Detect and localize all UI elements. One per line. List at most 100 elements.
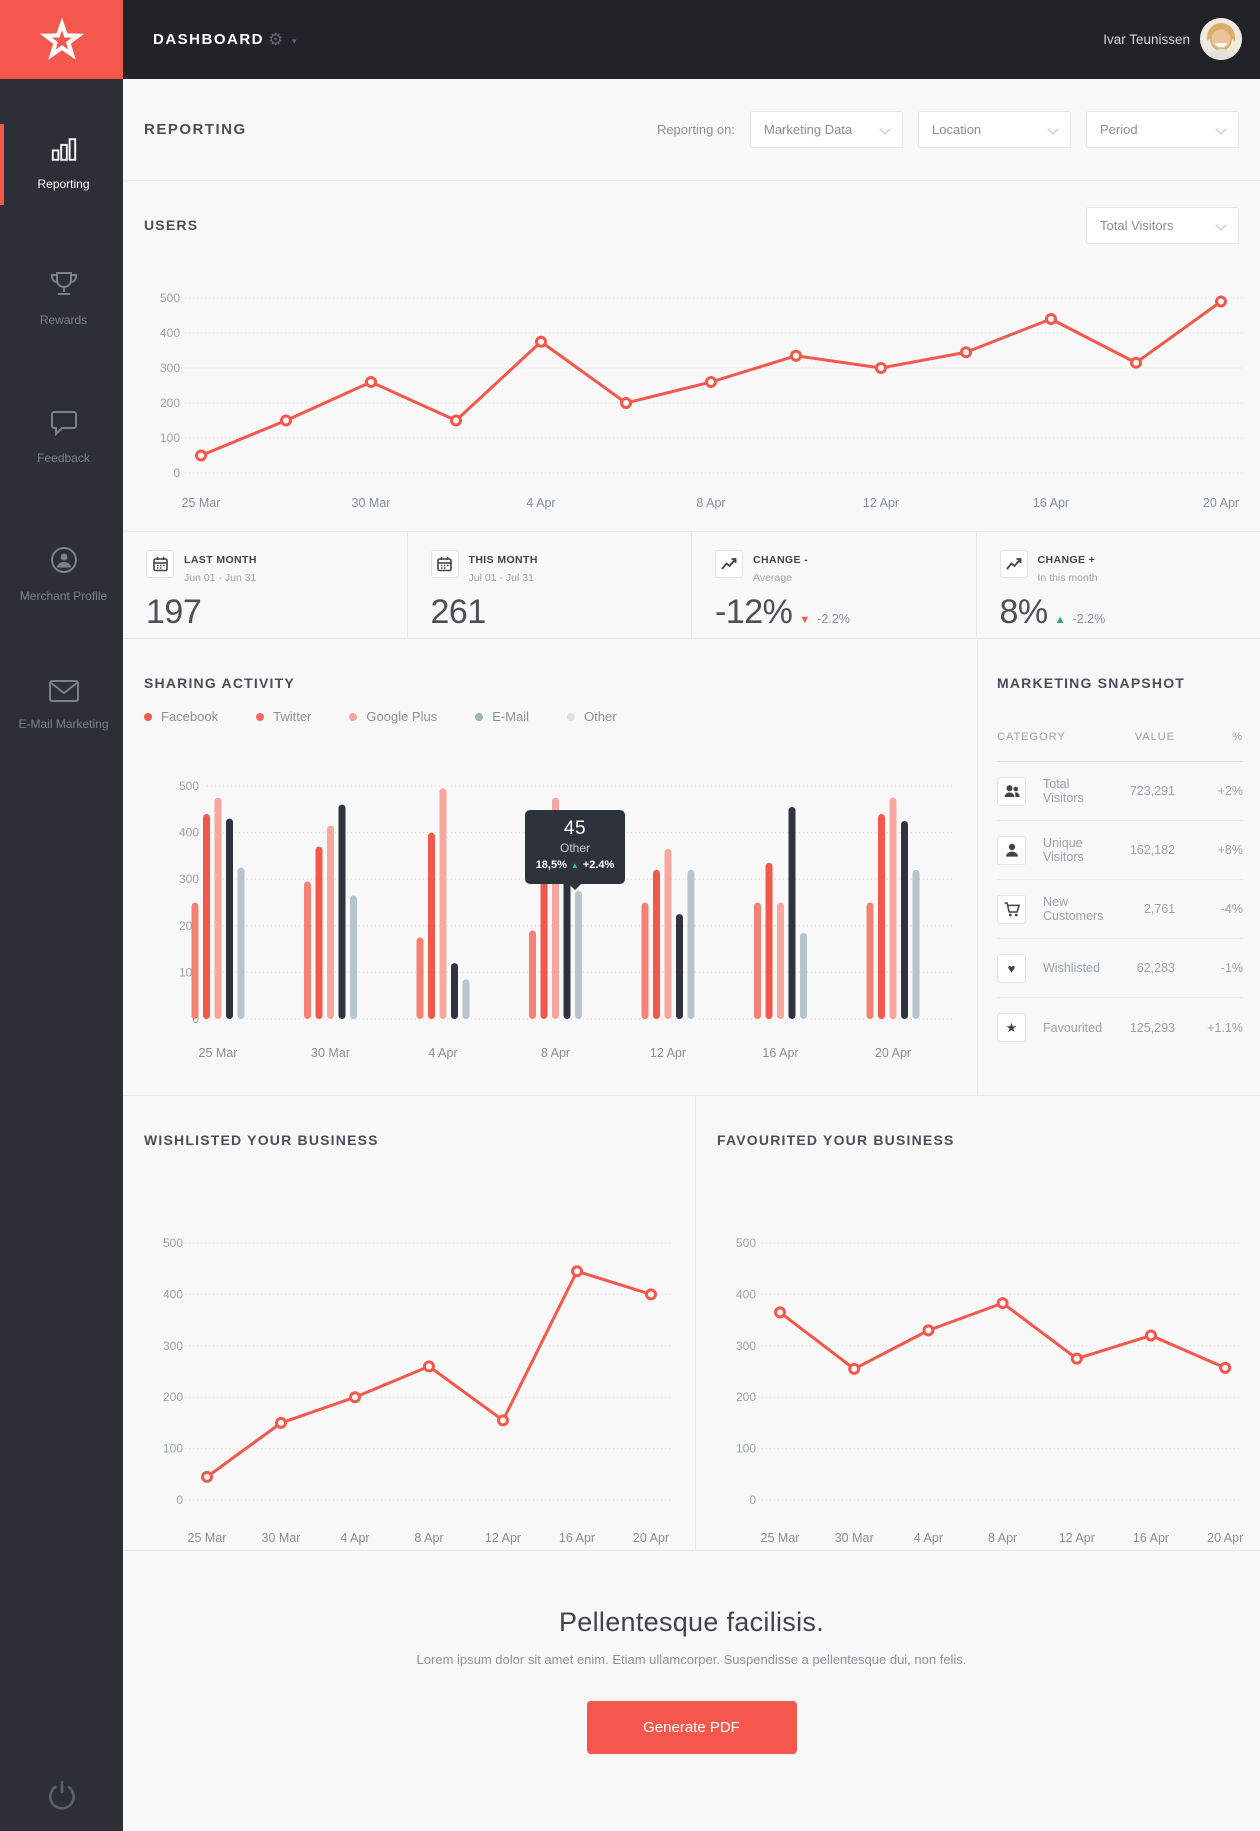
sidebar-item-merchant-profile[interactable]: Merchant Profile [0, 533, 123, 617]
chevron-down-icon[interactable]: ▾ [292, 36, 297, 46]
svg-text:16 Apr: 16 Apr [1133, 1531, 1169, 1545]
user-name[interactable]: Ivar Teunissen [1103, 32, 1190, 47]
svg-text:8 Apr: 8 Apr [696, 496, 725, 510]
wishlisted-line-chart: 0 100 200 300 400 500 25 Mar 30 Mar 4 Apr 8 Apr 12… [163, 1236, 673, 1545]
table-row: Unique Visitors 162,182 +8% [997, 821, 1243, 880]
svg-text:100: 100 [160, 431, 180, 445]
reporting-on-select[interactable]: Marketing Data [750, 111, 903, 148]
stat-last-month: LAST MONTH Jun 01 - Jun 31 197 [123, 532, 408, 638]
legend-dot-icon [567, 712, 576, 721]
total-visitors-select[interactable]: Total Visitors [1086, 207, 1239, 244]
users-section: USERS Total Visitors 0 100 200 300 400 500 25 … [123, 180, 1260, 531]
main-content: REPORTING Reporting on: Marketing Data L… [123, 79, 1260, 1831]
svg-text:500: 500 [160, 291, 180, 305]
tooltip-delta: +2.4% [582, 859, 615, 871]
legend-dot-icon [349, 712, 358, 721]
app-title: DASHBOARD [153, 31, 264, 48]
wishlisted-section: WISHLISTED YOUR BUSINESS 0 100 200 300 400 50… [123, 1096, 695, 1550]
period-select[interactable]: Period [1086, 111, 1239, 148]
legend-item[interactable]: Other [567, 709, 617, 724]
svg-text:25 Mar: 25 Mar [199, 1046, 238, 1060]
svg-text:12 Apr: 12 Apr [650, 1046, 686, 1060]
snapshot-title: MARKETING SNAPSHOT [997, 675, 1186, 691]
row-category: New Customers [1043, 895, 1104, 923]
svg-text:200: 200 [163, 1390, 183, 1404]
svg-text:400: 400 [179, 826, 199, 840]
change-down-icon: ▼ [799, 614, 811, 626]
svg-text:8 Apr: 8 Apr [414, 1531, 443, 1545]
row-category: Favourited [1043, 1020, 1103, 1035]
sidebar-item-email-marketing[interactable]: E-Mail Marketing [0, 667, 123, 745]
svg-text:16 Apr: 16 Apr [559, 1531, 595, 1545]
column-category: CATEGORY [997, 731, 1066, 743]
page-header: REPORTING Reporting on: Marketing Data L… [123, 79, 1260, 180]
svg-text:0: 0 [173, 466, 180, 480]
legend-item[interactable]: Facebook [144, 709, 218, 724]
calendar-icon [430, 550, 459, 578]
legend-label: E-Mail [492, 709, 530, 724]
svg-text:100: 100 [163, 1442, 183, 1456]
visitors-icon [997, 776, 1026, 806]
table-row: New Customers 2,761 -4% [997, 880, 1243, 939]
svg-text:0: 0 [192, 1012, 199, 1026]
row-pct: -4% [1220, 902, 1243, 916]
stat-change-plus: CHANGE + In this month 8% ▲ -2.2% [977, 532, 1260, 638]
svg-text:4 Apr: 4 Apr [914, 1531, 943, 1545]
table-row: Total Visitors 723,291 +2% [997, 762, 1243, 821]
sidebar-item-feedback[interactable]: Feedback [0, 397, 123, 479]
row-value: 162,182 [1129, 843, 1175, 857]
generate-pdf-button[interactable]: Generate PDF [586, 1701, 797, 1754]
svg-text:300: 300 [179, 872, 199, 886]
power-icon [48, 1781, 75, 1810]
row-value: 723,291 [1129, 784, 1175, 798]
trend-icon [999, 550, 1028, 578]
calendar-icon [146, 550, 174, 578]
svg-text:8 Apr: 8 Apr [541, 1046, 570, 1060]
row-value: 62,283 [1136, 961, 1175, 975]
stat-subtitle: Average [753, 572, 792, 584]
legend-item[interactable]: Google Plus [349, 709, 437, 724]
svg-text:100: 100 [736, 1442, 756, 1456]
stat-value: 8% [999, 593, 1049, 631]
legend-dot-icon [144, 712, 152, 721]
wishlisted-title: WISHLISTED YOUR BUSINESS [144, 1132, 379, 1148]
user-icon [997, 835, 1026, 865]
legend-item[interactable]: E-Mail [475, 709, 529, 724]
sidebar: Reporting Rewards Feedback Merchant Prof… [0, 79, 123, 1831]
logo[interactable] [0, 0, 123, 79]
sidebar-item-rewards[interactable]: Rewards [0, 257, 123, 341]
row-pct: -1% [1220, 961, 1243, 975]
legend-label: Google Plus [366, 709, 438, 724]
users-title: USERS [144, 217, 199, 233]
page-title: REPORTING [144, 121, 247, 138]
tooltip-label: Other [559, 841, 590, 855]
avatar[interactable] [1200, 18, 1242, 60]
row-pct: +1.1% [1207, 1020, 1243, 1035]
sharing-title: SHARING ACTIVITY [144, 675, 295, 691]
logout-button[interactable] [0, 1778, 123, 1817]
bar-chart-icon [51, 138, 76, 161]
trophy-icon [50, 272, 77, 295]
stat-change-minus: CHANGE - Average -12% ▼ -2.2% [692, 532, 977, 638]
footer-body: Lorem ipsum dolor sit amet enim. Etiam u… [416, 1652, 967, 1667]
gear-icon[interactable]: ⚙ [268, 29, 284, 49]
envelope-icon [48, 680, 79, 702]
snapshot-table-header: CATEGORY VALUE % [997, 731, 1243, 762]
legend-item[interactable]: Twitter [256, 709, 311, 724]
legend-dot-icon [475, 712, 484, 721]
select-value: Marketing Data [764, 122, 853, 137]
stat-subtitle: Jul 01 - Jul 31 [468, 572, 534, 584]
sidebar-item-reporting[interactable]: Reporting [0, 124, 123, 205]
change-up-icon: ▲ [1054, 614, 1066, 626]
svg-text:400: 400 [736, 1287, 756, 1301]
row-category: Total Visitors [1043, 777, 1084, 805]
row-category: Unique Visitors [1043, 836, 1084, 864]
svg-text:300: 300 [163, 1339, 183, 1353]
stats-row: LAST MONTH Jun 01 - Jun 31 197 THIS MONT… [123, 531, 1260, 638]
person-circle-icon [50, 547, 77, 573]
stat-subtitle: Jun 01 - Jun 31 [184, 572, 257, 584]
location-select[interactable]: Location [918, 111, 1071, 148]
favourited-line-chart: 0 100 200 300 400 500 25 Mar 30 Mar 4 Apr 8 Apr 12… [736, 1236, 1243, 1545]
